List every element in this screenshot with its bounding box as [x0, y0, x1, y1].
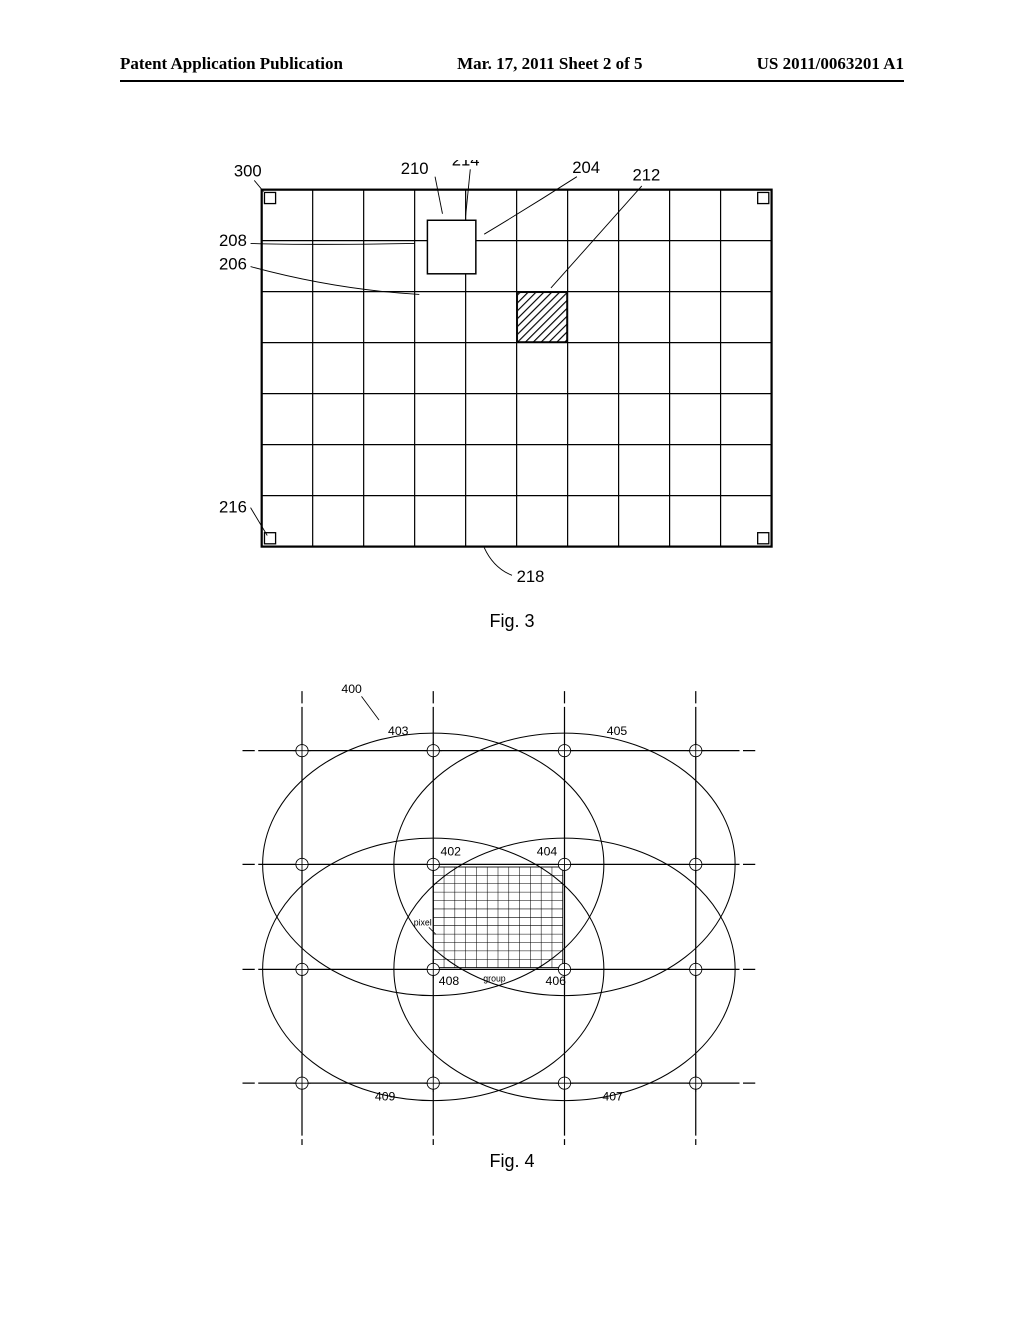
- svg-text:210: 210: [401, 160, 429, 178]
- svg-text:pixel: pixel: [414, 918, 432, 928]
- svg-text:407: 407: [602, 1090, 623, 1104]
- svg-text:409: 409: [375, 1090, 396, 1104]
- figure-4-svg: 400 403 405 402 404 408 406 409 407 pixel group: [232, 680, 792, 1145]
- header-rule: [120, 80, 904, 82]
- svg-text:404: 404: [537, 845, 558, 859]
- svg-text:406: 406: [546, 974, 567, 988]
- figure-4-caption: Fig. 4: [0, 1151, 1024, 1172]
- svg-text:206: 206: [219, 254, 247, 273]
- figure-4: 400 403 405 402 404 408 406 409 407 pixel group Fi…: [0, 680, 1024, 1172]
- svg-text:403: 403: [388, 724, 409, 738]
- page: Patent Application Publication Mar. 17, …: [0, 0, 1024, 1320]
- svg-text:218: 218: [517, 567, 545, 586]
- header-right: US 2011/0063201 A1: [757, 54, 904, 74]
- svg-text:405: 405: [607, 724, 628, 738]
- svg-text:300: 300: [234, 162, 262, 181]
- page-header: Patent Application Publication Mar. 17, …: [0, 54, 1024, 74]
- svg-text:208: 208: [219, 231, 247, 250]
- svg-text:408: 408: [439, 974, 460, 988]
- svg-text:400: 400: [341, 682, 362, 696]
- svg-text:402: 402: [441, 845, 462, 859]
- svg-text:212: 212: [633, 165, 661, 184]
- svg-text:214: 214: [452, 160, 480, 170]
- header-left: Patent Application Publication: [120, 54, 343, 74]
- svg-text:group: group: [483, 974, 506, 984]
- figure-3: 300 210 214 204 212 208 206 216 218 Fig. 3: [0, 160, 1024, 632]
- figure-3-svg: 300 210 214 204 212 208 206 216 218: [187, 160, 837, 605]
- header-center: Mar. 17, 2011 Sheet 2 of 5: [457, 54, 642, 74]
- svg-text:216: 216: [219, 497, 247, 516]
- figure-3-caption: Fig. 3: [0, 611, 1024, 632]
- svg-text:204: 204: [572, 160, 600, 177]
